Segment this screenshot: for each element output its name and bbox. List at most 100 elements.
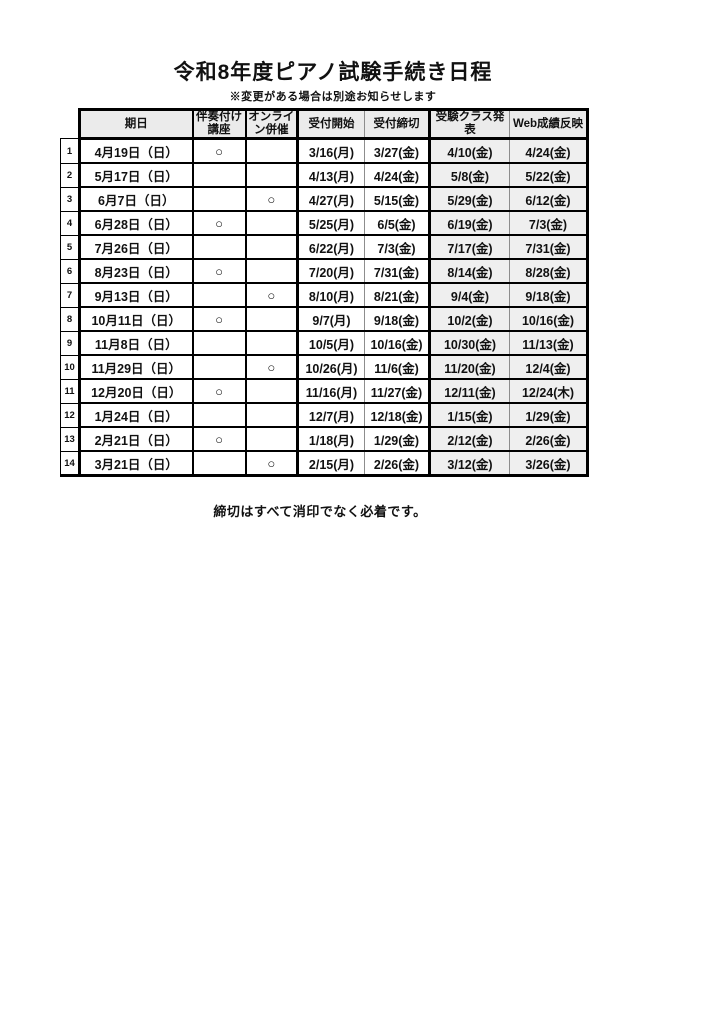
cell-class-announce: 11/20(金) xyxy=(428,354,510,381)
cell-deadline: 12/18(金) xyxy=(364,402,431,429)
cell-class-announce: 2/12(金) xyxy=(428,426,510,453)
column-header-accompaniment-course: 伴奏付け 講座 xyxy=(191,107,247,141)
table-row: 1 4月19日（日） ○ 3/16(月) 3/27(金) 4/10(金) 4/24(金) xyxy=(60,137,589,165)
cell-accompaniment: ○ xyxy=(191,137,247,165)
cell-deadline: 1/29(金) xyxy=(364,426,431,453)
cell-deadline: 6/5(金) xyxy=(364,210,431,237)
row-number: 14 xyxy=(60,450,80,478)
table-row: 12 1月24日（日） 12/7(月) 12/18(金) 1/15(金) 1/29(金) xyxy=(60,402,589,429)
cell-date: 10月11日（日） xyxy=(78,306,194,333)
cell-start: 4/13(月) xyxy=(296,162,365,189)
cell-class-announce: 9/4(金) xyxy=(428,282,510,309)
table-row: 11 12月20日（日） ○ 11/16(月) 11/27(金) 12/11(金) 12/2… xyxy=(60,378,589,405)
cell-web-result: 7/3(金) xyxy=(509,210,589,237)
cell-accompaniment xyxy=(191,234,247,261)
table-row: 4 6月28日（日） ○ 5/25(月) 6/5(金) 6/19(金) 7/3(金) xyxy=(60,210,589,237)
table-row: 6 8月23日（日） ○ 7/20(月) 7/31(金) 8/14(金) 8/28(金) xyxy=(60,258,589,285)
row-number: 5 xyxy=(60,234,80,260)
cell-class-announce: 5/8(金) xyxy=(428,162,510,189)
cell-date: 6月7日（日） xyxy=(78,186,194,213)
cell-online xyxy=(244,210,299,237)
row-number: 11 xyxy=(60,378,80,404)
row-number: 3 xyxy=(60,186,80,212)
cell-start: 7/20(月) xyxy=(296,258,365,285)
header-row: 期日 伴奏付け 講座 オンライ ン併催 受付開始 受付締切 受験クラス発表 We… xyxy=(60,107,589,141)
cell-class-announce: 12/11(金) xyxy=(428,378,510,405)
schedule-table: 期日 伴奏付け 講座 オンライ ン併催 受付開始 受付締切 受験クラス発表 We… xyxy=(60,107,589,478)
cell-start: 4/27(月) xyxy=(296,186,365,213)
cell-online: ○ xyxy=(244,450,299,478)
footer-note: 締切はすべて消印でなく必着です。 xyxy=(213,504,427,519)
cell-date: 9月13日（日） xyxy=(78,282,194,309)
cell-web-result: 6/12(金) xyxy=(509,186,589,213)
cell-web-result: 4/24(金) xyxy=(509,137,589,165)
cell-online xyxy=(244,330,299,357)
cell-date: 5月17日（日） xyxy=(78,162,194,189)
cell-date: 3月21日（日） xyxy=(78,450,194,478)
cell-date: 2月21日（日） xyxy=(78,426,194,453)
table-row: 5 7月26日（日） 6/22(月) 7/3(金) 7/17(金) 7/31(金) xyxy=(60,234,589,261)
cell-date: 11月29日（日） xyxy=(78,354,194,381)
table-header: 期日 伴奏付け 講座 オンライ ン併催 受付開始 受付締切 受験クラス発表 We… xyxy=(60,107,589,141)
cell-class-announce: 8/14(金) xyxy=(428,258,510,285)
cell-class-announce: 10/30(金) xyxy=(428,330,510,357)
table-body: 1 4月19日（日） ○ 3/16(月) 3/27(金) 4/10(金) 4/24(金) 2 5… xyxy=(60,137,589,478)
cell-web-result: 12/4(金) xyxy=(509,354,589,381)
cell-class-announce: 10/2(金) xyxy=(428,306,510,333)
cell-web-result: 7/31(金) xyxy=(509,234,589,261)
cell-accompaniment: ○ xyxy=(191,426,247,453)
cell-accompaniment xyxy=(191,330,247,357)
cell-online xyxy=(244,426,299,453)
cell-deadline: 4/24(金) xyxy=(364,162,431,189)
cell-accompaniment: ○ xyxy=(191,306,247,333)
cell-accompaniment xyxy=(191,450,247,478)
cell-deadline: 7/31(金) xyxy=(364,258,431,285)
cell-start: 6/22(月) xyxy=(296,234,365,261)
cell-online xyxy=(244,402,299,429)
cell-class-announce: 3/12(金) xyxy=(428,450,510,478)
column-header-online-concurrent: オンライ ン併催 xyxy=(244,107,299,141)
cell-deadline: 5/15(金) xyxy=(364,186,431,213)
cell-online xyxy=(244,306,299,333)
column-header-web-grade: Web成績反映 xyxy=(509,107,589,141)
page-title: 令和8年度ピアノ試験手続き日程 xyxy=(173,61,493,84)
row-number: 6 xyxy=(60,258,80,284)
row-number: 9 xyxy=(60,330,80,356)
cell-online xyxy=(244,137,299,165)
cell-date: 1月24日（日） xyxy=(78,402,194,429)
cell-date: 6月28日（日） xyxy=(78,210,194,237)
cell-start: 10/26(月) xyxy=(296,354,365,381)
table-row: 2 5月17日（日） 4/13(月) 4/24(金) 5/8(金) 5/22(金) xyxy=(60,162,589,189)
cell-start: 10/5(月) xyxy=(296,330,365,357)
row-number: 10 xyxy=(60,354,80,380)
cell-online xyxy=(244,378,299,405)
row-number: 1 xyxy=(60,138,80,164)
cell-class-announce: 1/15(金) xyxy=(428,402,510,429)
cell-deadline: 2/26(金) xyxy=(364,450,431,478)
cell-accompaniment xyxy=(191,162,247,189)
cell-start: 1/18(月) xyxy=(296,426,365,453)
table-row: 10 11月29日（日） ○ 10/26(月) 11/6(金) 11/20(金) 12/4(… xyxy=(60,354,589,381)
table-row: 8 10月11日（日） ○ 9/7(月) 9/18(金) 10/2(金) 10/16(金) xyxy=(60,306,589,333)
table-row: 7 9月13日（日） ○ 8/10(月) 8/21(金) 9/4(金) 9/18(金) xyxy=(60,282,589,309)
cell-deadline: 3/27(金) xyxy=(364,137,431,165)
cell-online: ○ xyxy=(244,354,299,381)
row-number: 7 xyxy=(60,282,80,308)
table-row: 3 6月7日（日） ○ 4/27(月) 5/15(金) 5/29(金) 6/12(金) xyxy=(60,186,589,213)
cell-class-announce: 6/19(金) xyxy=(428,210,510,237)
cell-deadline: 9/18(金) xyxy=(364,306,431,333)
cell-deadline: 8/21(金) xyxy=(364,282,431,309)
cell-deadline: 10/16(金) xyxy=(364,330,431,357)
cell-web-result: 10/16(金) xyxy=(509,306,589,333)
cell-accompaniment xyxy=(191,402,247,429)
row-number: 4 xyxy=(60,210,80,236)
cell-date: 11月8日（日） xyxy=(78,330,194,357)
table-row: 9 11月8日（日） 10/5(月) 10/16(金) 10/30(金) 11/13(金) xyxy=(60,330,589,357)
cell-online xyxy=(244,258,299,285)
cell-start: 2/15(月) xyxy=(296,450,365,478)
cell-deadline: 11/27(金) xyxy=(364,378,431,405)
cell-class-announce: 5/29(金) xyxy=(428,186,510,213)
row-number: 2 xyxy=(60,162,80,188)
cell-accompaniment xyxy=(191,354,247,381)
corner-spacer xyxy=(60,109,80,139)
